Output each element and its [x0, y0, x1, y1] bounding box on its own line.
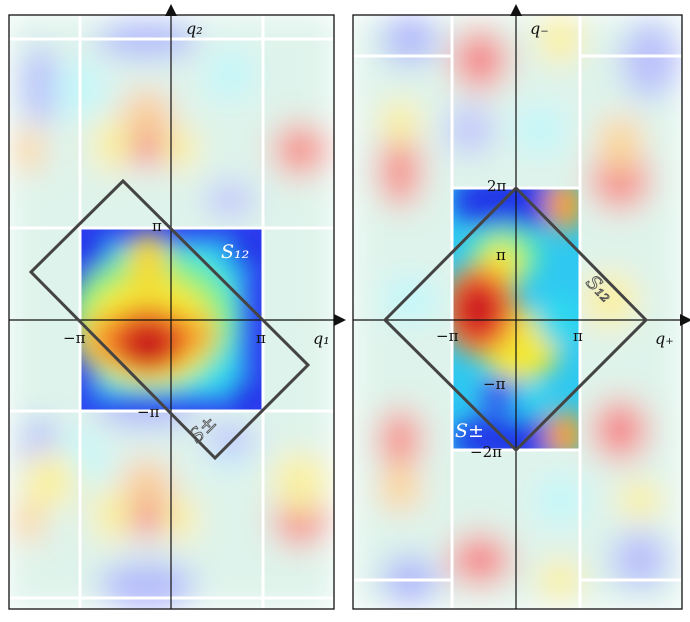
right-panel: q₋ q₊ −π π 2π π −π −2π S₁₂ S±: [352, 4, 690, 610]
right-tick-pi-y: π: [496, 246, 506, 264]
right-tick-neg-pi: −π: [436, 327, 459, 345]
left-panel: q₂ q₁ −π π π −π S₁₂ S±: [8, 4, 346, 610]
left-rotated-region-outline: [28, 178, 311, 461]
left-tick-neg-pi-y: −π: [137, 403, 160, 421]
right-heatmap-background: [353, 15, 682, 609]
right-region-label-spm: S±: [455, 420, 484, 442]
left-x-axis-label: q₁: [313, 329, 330, 348]
right-diamond-region-outline: [382, 185, 649, 453]
left-tick-neg-pi: −π: [63, 329, 86, 347]
right-tick-neg-pi-y: −π: [483, 375, 506, 393]
right-y-axis-label: q₋: [530, 19, 549, 38]
right-tick-neg-two-pi: −2π: [470, 443, 502, 461]
left-y-axis-label: q₂: [186, 19, 203, 38]
right-tick-two-pi: 2π: [487, 177, 507, 195]
left-tick-pi-y: π: [152, 217, 162, 235]
right-tick-pi: π: [573, 327, 583, 345]
right-x-axis-label: q₊: [655, 329, 674, 348]
left-tick-pi: π: [256, 329, 266, 347]
left-region-label-s12: S₁₂: [221, 241, 249, 263]
